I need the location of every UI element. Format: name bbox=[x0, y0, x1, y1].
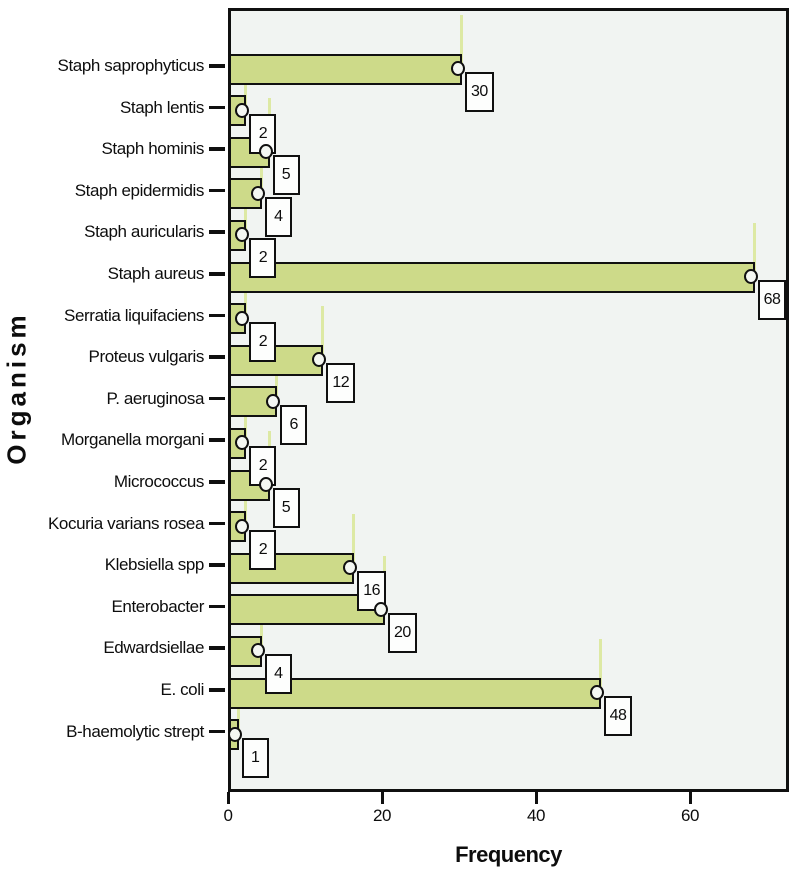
category-label: B-haemolytic strept bbox=[66, 721, 204, 741]
category-label: Staph aureus bbox=[107, 264, 205, 283]
category-tick bbox=[209, 604, 225, 609]
category-tick bbox=[209, 480, 225, 484]
category-tick bbox=[209, 521, 225, 526]
category-tick bbox=[209, 438, 225, 442]
category-label: Enterobacter bbox=[111, 596, 204, 616]
end-marker-icon bbox=[235, 435, 250, 451]
value-label: 20 bbox=[388, 612, 417, 653]
x-tick bbox=[688, 792, 692, 804]
category-label: P. aeruginosa bbox=[106, 388, 204, 408]
x-tick-label: 60 bbox=[681, 806, 699, 825]
category-label: Morganella morgani bbox=[60, 430, 204, 450]
value-label: 4 bbox=[264, 654, 292, 695]
value-label: 68 bbox=[757, 280, 787, 320]
category-tick bbox=[209, 396, 225, 401]
category-label: Proteus vulgaris bbox=[88, 347, 205, 367]
category-label: Staph hominis bbox=[101, 139, 204, 159]
category-tick bbox=[209, 230, 225, 234]
end-marker-icon bbox=[235, 227, 250, 243]
end-marker-icon bbox=[312, 352, 327, 368]
x-tick-label: 40 bbox=[527, 806, 545, 825]
value-label: 2 bbox=[249, 238, 277, 279]
value-label: 5 bbox=[272, 488, 300, 528]
category-label: Serratia liquifaciens bbox=[64, 305, 204, 325]
category-tick bbox=[209, 646, 225, 650]
category-tick bbox=[209, 729, 225, 734]
category-tick bbox=[209, 64, 225, 68]
category-tick bbox=[209, 272, 225, 276]
category-tick bbox=[209, 188, 225, 193]
value-label: 6 bbox=[280, 404, 308, 445]
category-label: Kocuria varians rosea bbox=[47, 513, 204, 533]
x-tick-label: 0 bbox=[223, 806, 233, 825]
category-label: Staph saprophyticus bbox=[57, 56, 205, 75]
x-axis-title: Frequency bbox=[455, 842, 562, 867]
value-label: 16 bbox=[357, 571, 386, 612]
value-label: 30 bbox=[465, 72, 494, 112]
bar bbox=[231, 261, 755, 293]
category-label: E. coli bbox=[160, 680, 205, 699]
bar bbox=[231, 344, 324, 376]
bar bbox=[231, 677, 601, 709]
value-label: 12 bbox=[326, 363, 356, 404]
category-label: Staph lentis bbox=[119, 97, 204, 117]
end-marker-icon bbox=[258, 477, 273, 492]
end-marker-icon bbox=[589, 685, 604, 700]
whisker bbox=[460, 15, 463, 69]
x-tick-label: 20 bbox=[373, 806, 391, 825]
end-marker-icon bbox=[235, 102, 250, 118]
plot-area: 30 2 5 4 2 68 2 12 6 2 5 2 16 20 4 48 1 bbox=[227, 8, 789, 792]
category-tick bbox=[209, 147, 225, 151]
category-label: Staph auricularis bbox=[84, 222, 204, 242]
x-tick bbox=[534, 792, 538, 804]
category-tick bbox=[209, 688, 225, 692]
end-marker-icon bbox=[374, 601, 388, 617]
value-label: 1 bbox=[241, 737, 269, 778]
x-tick bbox=[380, 792, 384, 804]
category-label: Klebsiella spp bbox=[104, 555, 205, 575]
x-tick bbox=[226, 792, 230, 804]
category-label: Edwardsiellae bbox=[103, 638, 204, 658]
end-marker-icon bbox=[343, 560, 358, 576]
end-marker-icon bbox=[250, 185, 265, 201]
end-marker-icon bbox=[743, 269, 758, 284]
whisker bbox=[321, 306, 325, 361]
end-marker-icon bbox=[266, 393, 281, 409]
category-label: Staph epidermidis bbox=[74, 180, 205, 200]
whisker bbox=[352, 514, 356, 569]
category-tick bbox=[209, 105, 225, 110]
end-marker-icon bbox=[451, 61, 465, 76]
category-tick bbox=[209, 313, 225, 318]
value-label: 4 bbox=[264, 196, 292, 237]
value-label: 5 bbox=[272, 155, 300, 196]
value-label: 2 bbox=[249, 321, 277, 362]
whisker bbox=[598, 639, 602, 693]
whisker bbox=[752, 223, 756, 277]
bar bbox=[231, 53, 462, 85]
category-tick bbox=[209, 355, 225, 359]
value-label: 2 bbox=[249, 529, 277, 570]
value-label: 48 bbox=[603, 696, 633, 736]
end-marker-icon bbox=[250, 643, 265, 659]
end-marker-icon bbox=[235, 310, 250, 326]
end-marker-icon bbox=[227, 726, 242, 742]
category-tick bbox=[209, 563, 225, 567]
end-marker-icon bbox=[235, 518, 250, 534]
end-marker-icon bbox=[258, 144, 273, 160]
category-label: Micrococcus bbox=[113, 472, 204, 491]
